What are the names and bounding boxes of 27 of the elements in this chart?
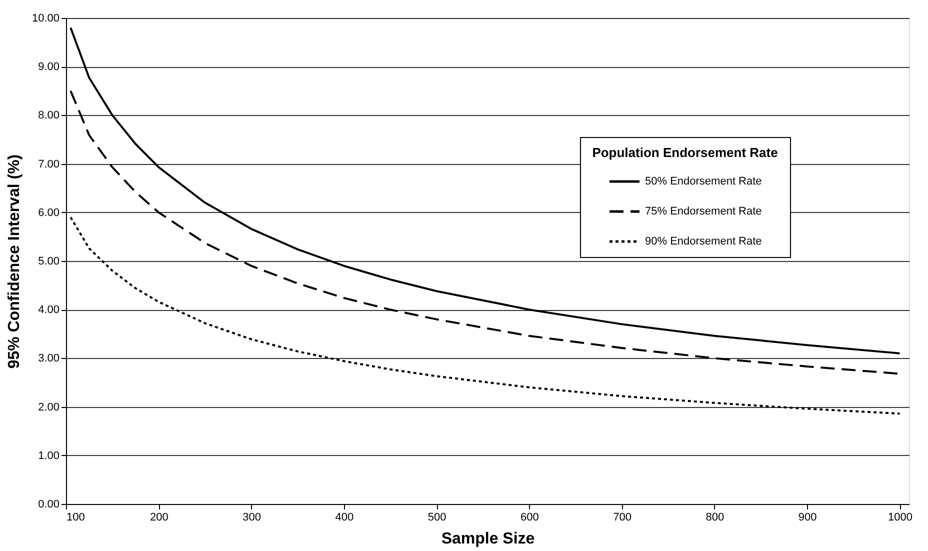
x-tick-label: 200	[150, 512, 168, 524]
x-tick-label: 400	[335, 512, 354, 524]
y-tick-label: 7.00	[38, 158, 60, 170]
x-axis-title: Sample Size	[441, 530, 535, 548]
y-axis-title: 95% Confidence Interval (%)	[6, 154, 23, 369]
x-tick-label: 700	[613, 512, 632, 524]
y-tick-label: 6.00	[38, 206, 60, 219]
y-tick-label: 5.00	[38, 256, 60, 268]
y-tick-label: 9.00	[38, 61, 60, 74]
y-tick-label: 0.00	[38, 498, 60, 510]
x-tick-label: 900	[798, 512, 817, 524]
x-tick-label: 500	[428, 512, 446, 524]
y-tick-label: 4.00	[38, 304, 60, 316]
y-tick-label: 8.00	[38, 110, 60, 122]
x-tick-label: 1000	[888, 512, 912, 524]
legend-label: 75% Endorsement Rate	[645, 206, 762, 218]
x-tick-label: 800	[706, 512, 724, 524]
y-tick-label: 10.00	[32, 12, 60, 24]
x-tick-label: 600	[520, 512, 539, 524]
x-tick-label: 100	[66, 512, 85, 524]
y-tick-label: 3.00	[38, 352, 60, 365]
y-tick-label: 1.00	[38, 450, 60, 462]
y-tick-label: 2.00	[38, 401, 60, 414]
legend-label: 50% Endorsement Rate	[645, 176, 762, 188]
legend-label: 90% Endorsement Rate	[645, 236, 762, 248]
legend-title: Population Endorsement Rate	[592, 145, 778, 160]
x-tick-label: 300	[242, 512, 261, 524]
